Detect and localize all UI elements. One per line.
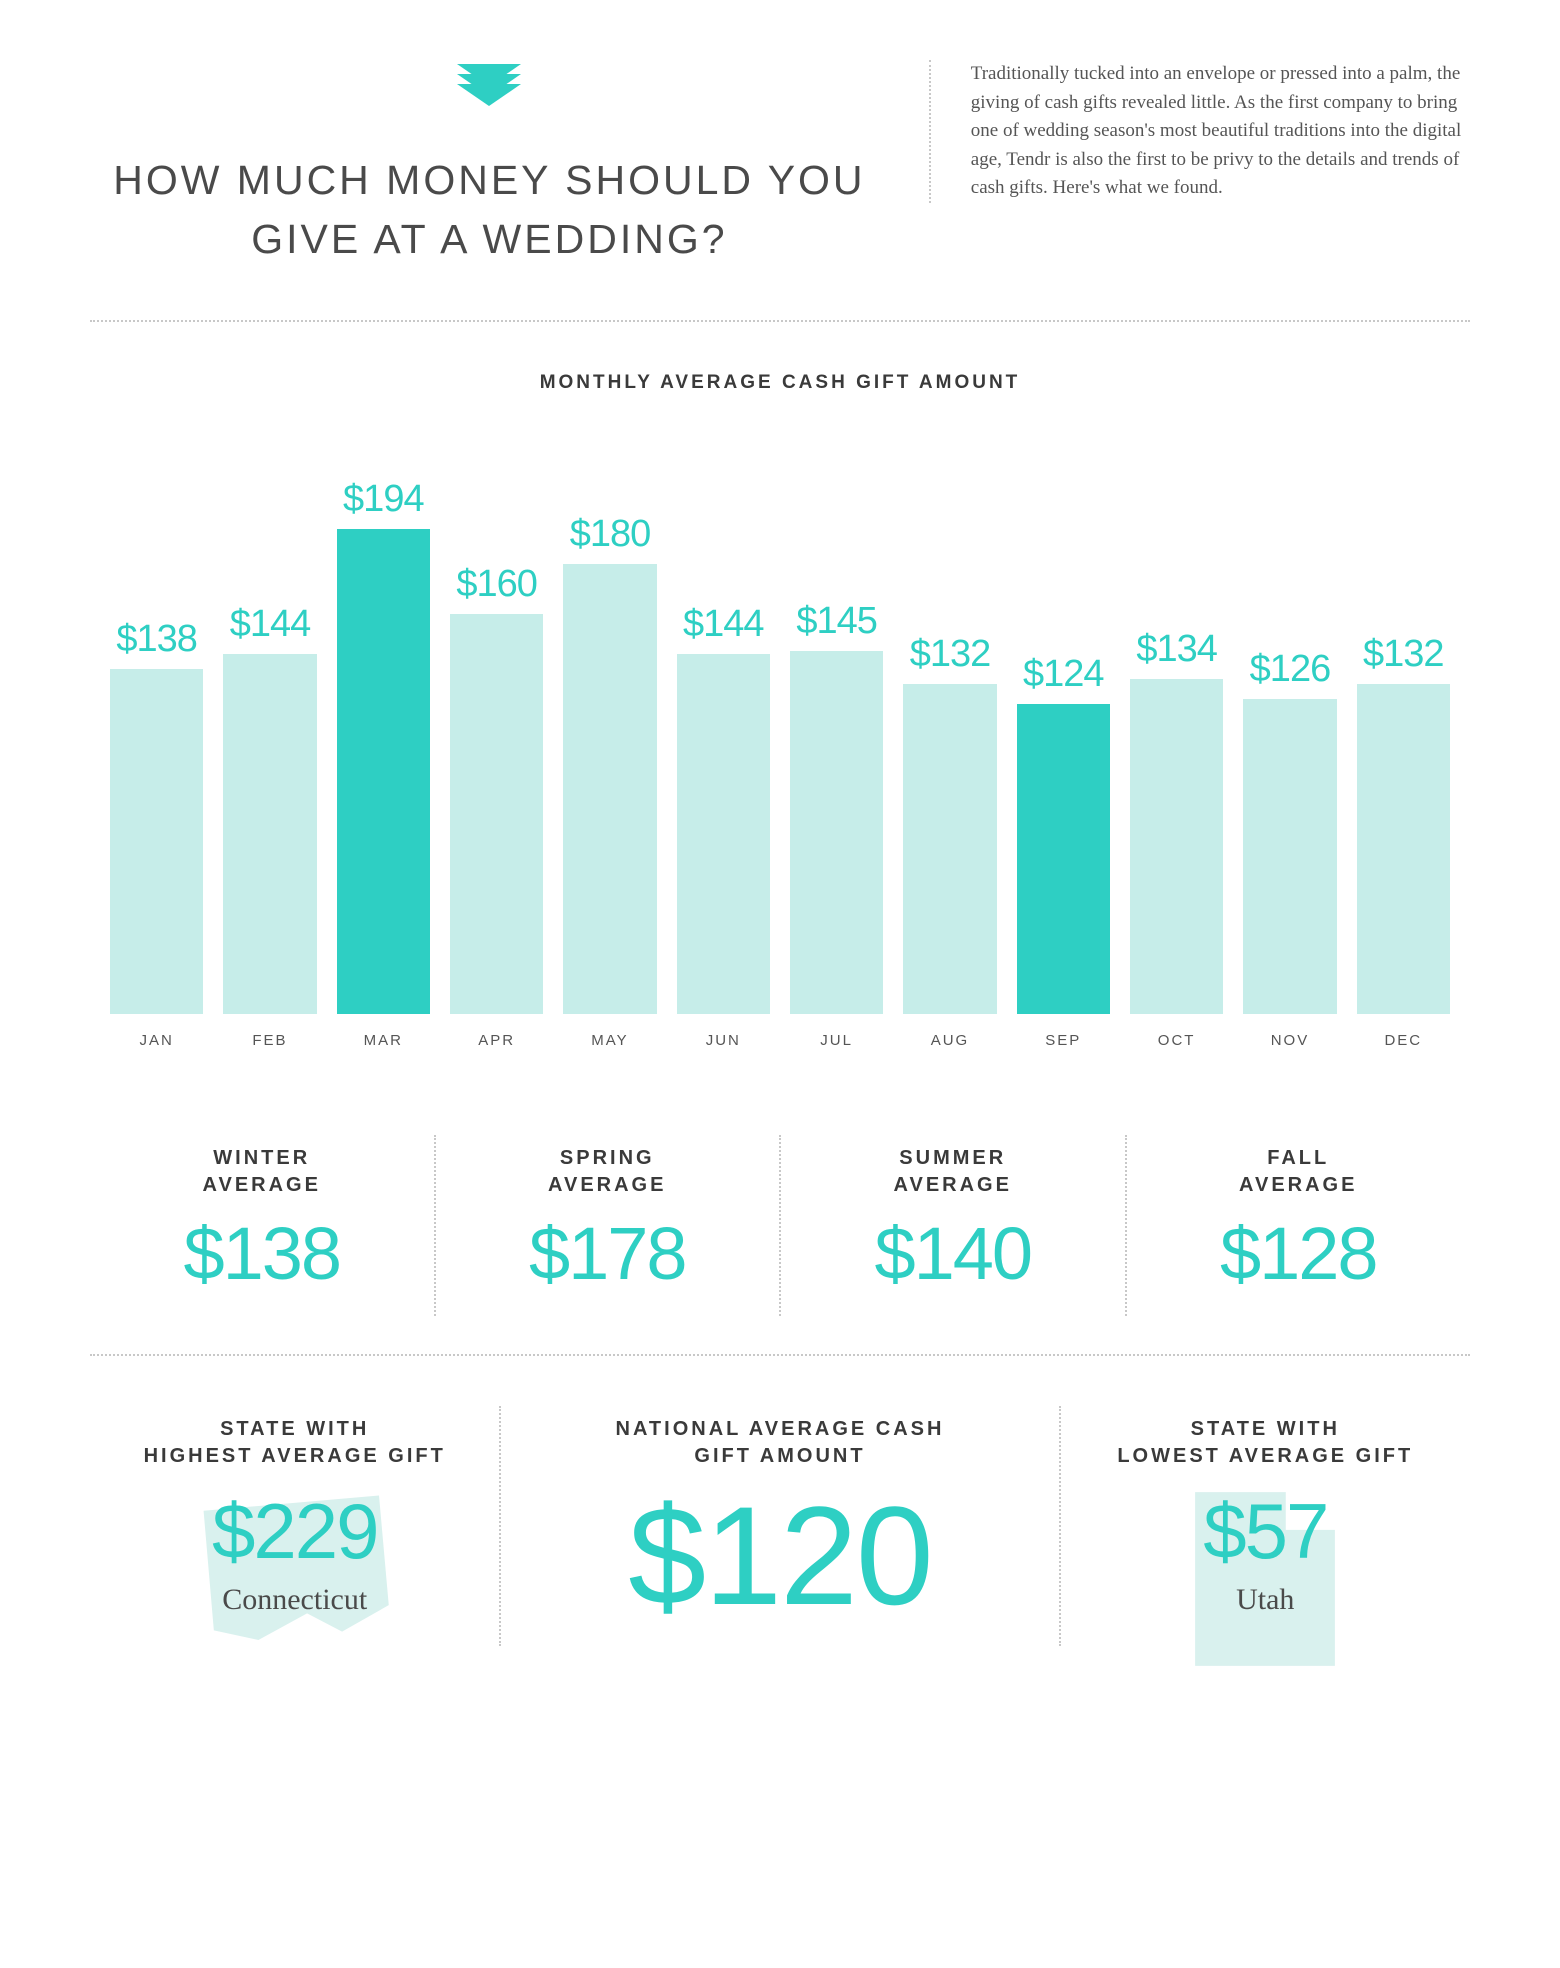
month-axis: JANFEBMARAPRMAYJUNJULAUGSEPOCTNOVDEC — [90, 1014, 1470, 1049]
bar-value-label: $132 — [910, 633, 991, 676]
label-line: LOWEST AVERAGE GIFT — [1117, 1445, 1413, 1467]
bar-column: $145 — [780, 434, 893, 1014]
month-label: APR — [440, 1032, 553, 1049]
bar-value-label: $134 — [1136, 628, 1217, 671]
intro-text: Traditionally tucked into an envelope or… — [929, 60, 1470, 203]
stat-value: $120 — [521, 1486, 1038, 1626]
bar-rect — [1357, 684, 1450, 1014]
season-value: $138 — [110, 1211, 414, 1296]
bar-rect — [223, 654, 316, 1014]
bar-column: $126 — [1233, 434, 1346, 1014]
stat-value: $229 — [110, 1486, 479, 1577]
stat-label: STATE WITH HIGHEST AVERAGE GIFT — [110, 1416, 479, 1470]
bar-rect — [790, 651, 883, 1014]
state-name: Utah — [1081, 1583, 1450, 1617]
label-line: STATE WITH — [220, 1418, 369, 1440]
season-label: WINTERAVERAGE — [110, 1145, 414, 1199]
label-line: NATIONAL AVERAGE CASH — [616, 1418, 945, 1440]
lowest-state-cell: STATE WITH LOWEST AVERAGE GIFT $57 Utah — [1059, 1406, 1470, 1646]
bar-rect — [1017, 704, 1110, 1014]
month-label: AUG — [893, 1032, 1006, 1049]
stat-value: $57 — [1081, 1486, 1450, 1577]
season-cell: FALLAVERAGE $128 — [1125, 1135, 1471, 1316]
bar-value-label: $144 — [683, 603, 764, 646]
season-label: SUMMERAVERAGE — [801, 1145, 1105, 1199]
month-label: FEB — [213, 1032, 326, 1049]
bottom-stats: STATE WITH HIGHEST AVERAGE GIFT $229 Con… — [90, 1356, 1470, 1646]
bar-value-label: $126 — [1250, 648, 1331, 691]
bar-value-label: $144 — [230, 603, 311, 646]
season-cell: WINTERAVERAGE $138 — [90, 1135, 434, 1316]
month-label: OCT — [1120, 1032, 1233, 1049]
month-label: MAR — [327, 1032, 440, 1049]
bar-column: $160 — [440, 434, 553, 1014]
month-label: MAY — [553, 1032, 666, 1049]
state-name: Connecticut — [110, 1583, 479, 1617]
label-line: HIGHEST AVERAGE GIFT — [144, 1445, 446, 1467]
title-block: HOW MUCH MONEY SHOULD YOU GIVE AT A WEDD… — [90, 60, 889, 270]
bar-value-label: $124 — [1023, 653, 1104, 696]
bar-column: $138 — [100, 434, 213, 1014]
month-label: DEC — [1347, 1032, 1460, 1049]
bar-rect — [903, 684, 996, 1014]
bar-value-label: $132 — [1363, 633, 1444, 676]
national-average-cell: NATIONAL AVERAGE CASH GIFT AMOUNT $120 — [499, 1406, 1058, 1646]
chart-title: MONTHLY AVERAGE CASH GIFT AMOUNT — [90, 372, 1470, 394]
season-cell: SPRINGAVERAGE $178 — [434, 1135, 780, 1316]
bar-column: $124 — [1007, 434, 1120, 1014]
season-value: $140 — [801, 1211, 1105, 1296]
bar-column: $194 — [327, 434, 440, 1014]
header: HOW MUCH MONEY SHOULD YOU GIVE AT A WEDD… — [90, 60, 1470, 320]
stat-label: NATIONAL AVERAGE CASH GIFT AMOUNT — [521, 1416, 1038, 1470]
seasons-row: WINTERAVERAGE$138SPRINGAVERAGE$178SUMMER… — [90, 1135, 1470, 1316]
label-line: STATE WITH — [1191, 1418, 1340, 1440]
season-label: SPRINGAVERAGE — [456, 1145, 760, 1199]
season-label: FALLAVERAGE — [1147, 1145, 1451, 1199]
bar-rect — [450, 614, 543, 1014]
bar-column: $132 — [893, 434, 1006, 1014]
bar-value-label: $180 — [570, 513, 651, 556]
bar-column: $144 — [667, 434, 780, 1014]
bar-rect — [563, 564, 656, 1014]
logo-wrap — [90, 60, 889, 121]
bar-chart: $138 $144 $194 $160 $180 $144 $145 $132 $124 $134… — [90, 434, 1470, 1014]
bar-rect — [1130, 679, 1223, 1014]
bar-column: $134 — [1120, 434, 1233, 1014]
highest-state-cell: STATE WITH HIGHEST AVERAGE GIFT $229 Con… — [90, 1406, 499, 1646]
bar-value-label: $145 — [796, 600, 877, 643]
bar-rect — [110, 669, 203, 1014]
bar-value-label: $138 — [116, 618, 197, 661]
month-label: JUN — [667, 1032, 780, 1049]
season-cell: SUMMERAVERAGE $140 — [779, 1135, 1125, 1316]
month-label: JUL — [780, 1032, 893, 1049]
stat-label: STATE WITH LOWEST AVERAGE GIFT — [1081, 1416, 1450, 1470]
bar-rect — [677, 654, 770, 1014]
month-label: SEP — [1007, 1032, 1120, 1049]
bar-column: $180 — [553, 434, 666, 1014]
month-label: JAN — [100, 1032, 213, 1049]
monthly-chart-section: MONTHLY AVERAGE CASH GIFT AMOUNT $138 $14… — [90, 322, 1470, 1089]
bar-value-label: $160 — [456, 563, 537, 606]
bar-rect — [1243, 699, 1336, 1014]
heart-envelope-icon — [453, 60, 525, 121]
month-label: NOV — [1233, 1032, 1346, 1049]
bar-column: $144 — [213, 434, 326, 1014]
label-line: GIFT AMOUNT — [694, 1445, 865, 1467]
bar-value-label: $194 — [343, 478, 424, 521]
bar-rect — [337, 529, 430, 1014]
season-value: $178 — [456, 1211, 760, 1296]
bar-column: $132 — [1347, 434, 1460, 1014]
page-title: HOW MUCH MONEY SHOULD YOU GIVE AT A WEDD… — [90, 151, 889, 270]
season-value: $128 — [1147, 1211, 1451, 1296]
